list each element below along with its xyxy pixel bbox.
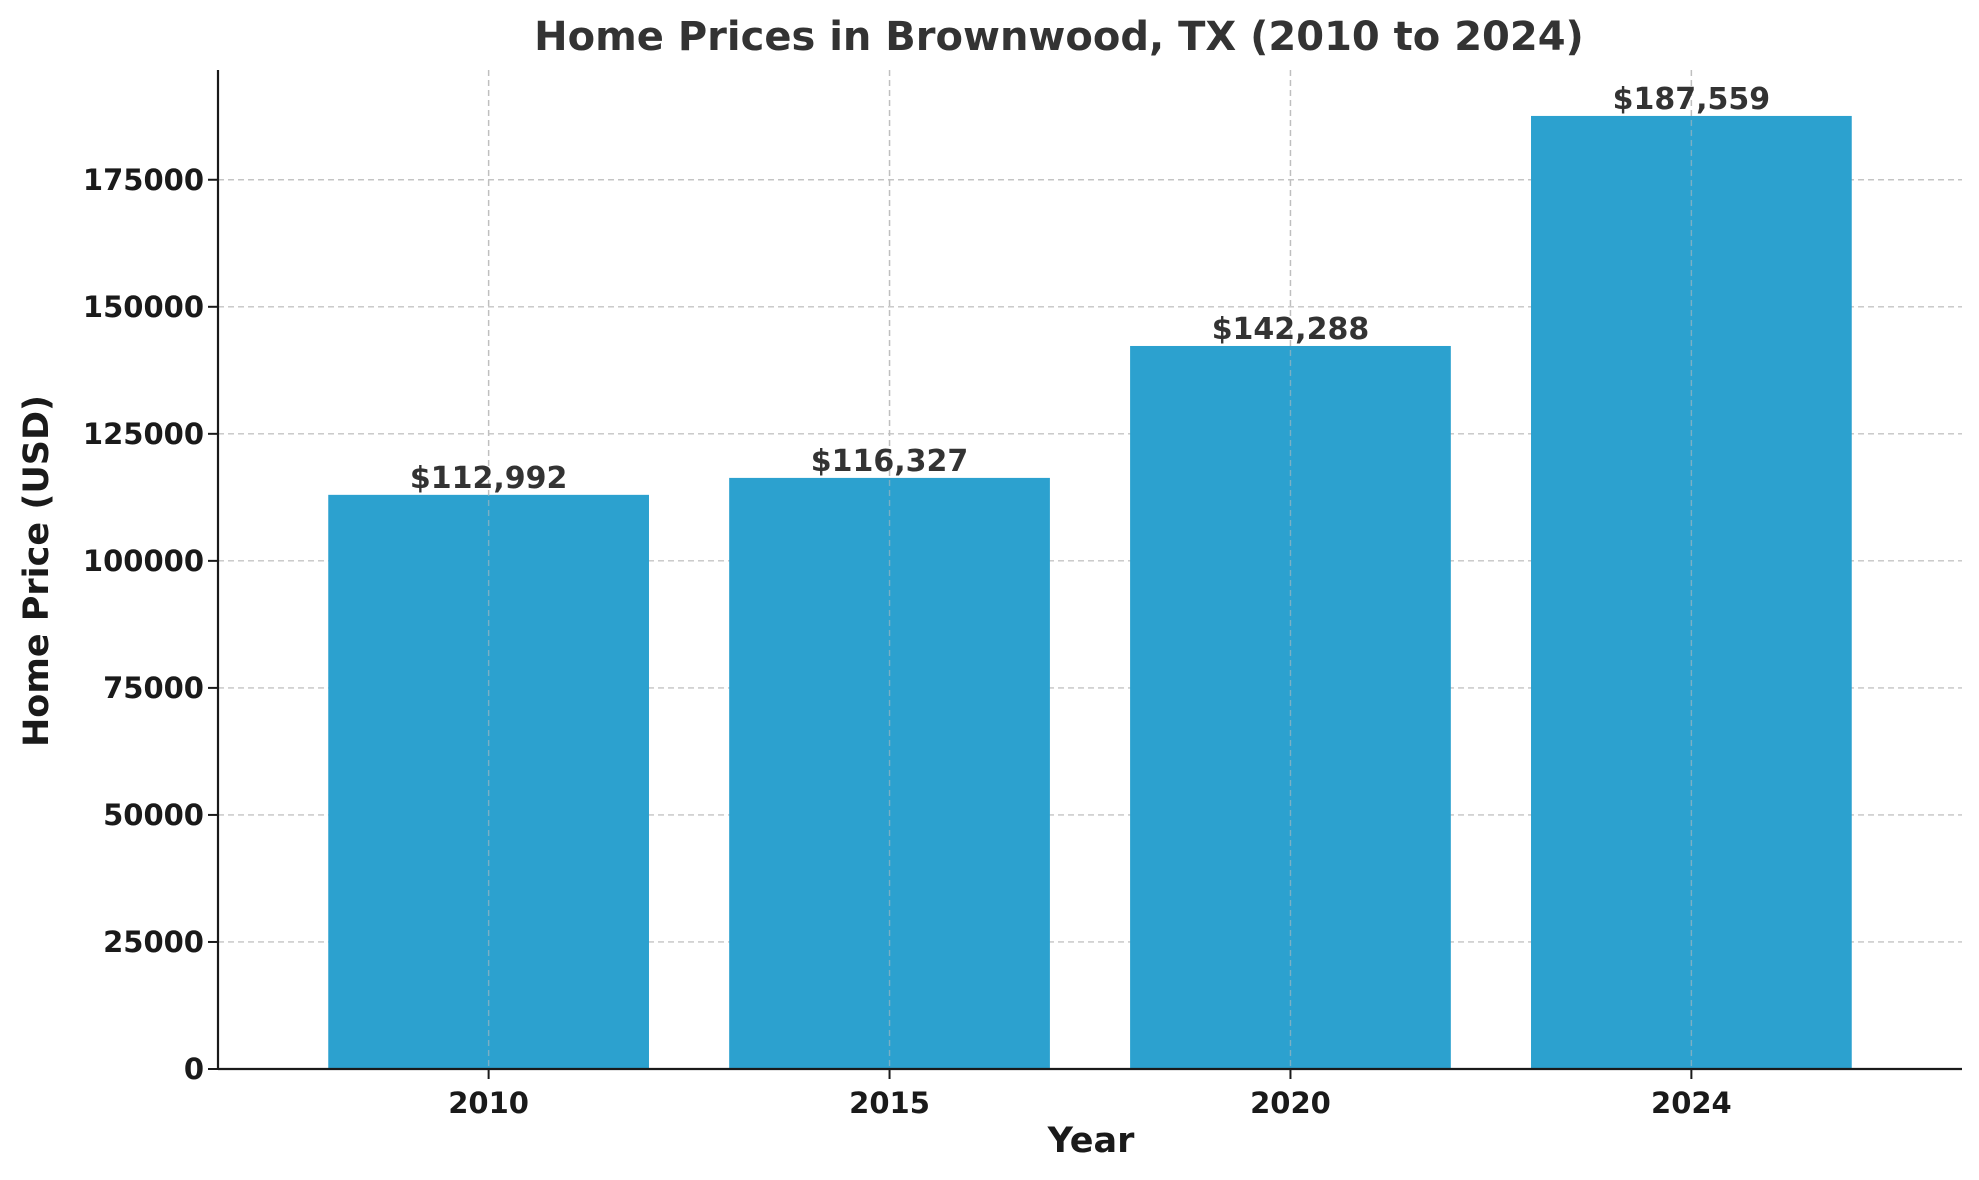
y-tick-label: 125000 (83, 417, 204, 451)
y-tick-label: 0 (184, 1052, 204, 1086)
x-tick-label: 2024 (1651, 1086, 1732, 1120)
y-tick-label: 100000 (83, 544, 204, 578)
bar-value-label: $112,992 (410, 461, 568, 496)
y-tick-label: 150000 (83, 290, 204, 324)
bar-value-label: $187,559 (1613, 82, 1771, 117)
y-tick-label: 75000 (103, 671, 204, 705)
x-tick-label: 2015 (849, 1086, 930, 1120)
y-tick-label: 175000 (83, 163, 204, 197)
bar-2020 (1130, 345, 1451, 1069)
vertical-gridlines-overlay (487, 70, 1693, 1069)
y-axis-ticks: 0 25000 50000 75000 100000 125000 150000 175000 (83, 163, 218, 1086)
axes (216, 70, 1962, 1071)
x-tick-label: 2020 (1250, 1086, 1331, 1120)
y-tick-label: 25000 (103, 925, 204, 959)
x-axis-label: Year (1047, 1121, 1135, 1161)
y-tick-label: 50000 (103, 798, 204, 832)
x-axis-ticks: 2010 2015 2020 2024 (448, 1069, 1732, 1120)
y-axis-label: Home Price (USD) (17, 395, 57, 747)
chart-title: Home Prices in Brownwood, TX (2010 to 20… (534, 14, 1584, 60)
bar-value-label: $116,327 (811, 444, 969, 479)
x-tick-label: 2010 (448, 1086, 529, 1120)
bar-value-labels: $112,992 $116,327 $142,288 $187,559 (410, 82, 1770, 496)
bar-value-label: $142,288 (1212, 312, 1370, 347)
